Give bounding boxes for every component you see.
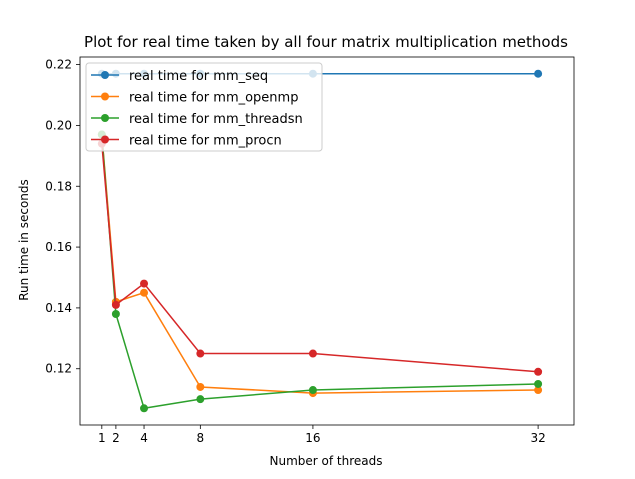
legend-swatch-marker <box>101 71 109 79</box>
x-tick-label: 16 <box>305 431 320 445</box>
x-tick-label: 2 <box>112 431 120 445</box>
data-point <box>196 395 205 404</box>
data-point <box>534 367 543 376</box>
legend-swatch-marker <box>101 135 109 144</box>
legend-box <box>85 62 323 152</box>
data-point <box>196 349 205 358</box>
x-tick-label: 1 <box>98 431 106 445</box>
chart-title: Plot for real time taken by all four mat… <box>84 33 568 51</box>
series-4 <box>97 139 543 376</box>
data-point <box>534 386 543 395</box>
legend-label: real time for mm_procn <box>129 134 282 149</box>
data-point <box>140 404 149 413</box>
x-axis: 1 2 4 8 16 32 <box>98 425 546 445</box>
legend-swatch-marker <box>101 114 109 122</box>
data-point <box>534 69 543 78</box>
y-tick-label: 0.18 <box>45 179 72 193</box>
y-axis-label: Run time in seconds <box>17 179 31 301</box>
y-tick-label: 0.22 <box>45 58 72 72</box>
data-point <box>308 349 317 358</box>
data-point <box>140 279 149 288</box>
series-2 <box>97 130 543 398</box>
legend-entry: real time for mm_openmp <box>91 91 298 106</box>
data-point <box>308 386 317 395</box>
legend-entry: real time for mm_threadsn <box>91 112 303 127</box>
y-axis: 0.12 0.14 0.16 0.18 0.20 0.22 <box>45 58 80 376</box>
y-tick-label: 0.14 <box>45 301 72 315</box>
y-tick-label: 0.12 <box>45 362 72 376</box>
data-point <box>534 379 543 388</box>
series-3 <box>97 130 543 413</box>
legend-label: real time for mm_threadsn <box>129 112 303 127</box>
data-point <box>196 382 205 391</box>
data-point <box>111 300 120 309</box>
legend-label: real time for mm_seq <box>129 69 268 84</box>
plot-frame <box>79 56 575 426</box>
legend-swatch-marker <box>101 92 109 101</box>
legend-entry: real time for mm_seq <box>91 69 268 84</box>
legend-entry: real time for mm_procn <box>91 134 282 149</box>
data-point <box>140 288 149 297</box>
series-line <box>101 143 539 373</box>
x-tick-label: 8 <box>197 431 205 445</box>
y-tick-label: 0.16 <box>45 240 72 254</box>
x-tick-label: 4 <box>140 431 148 445</box>
y-tick-label: 0.20 <box>45 118 72 132</box>
plot-area <box>79 56 575 426</box>
legend-label: real time for mm_openmp <box>129 91 298 106</box>
x-tick-label: 32 <box>530 431 545 445</box>
x-axis-label: Number of threads <box>270 454 383 468</box>
data-point <box>111 309 120 318</box>
